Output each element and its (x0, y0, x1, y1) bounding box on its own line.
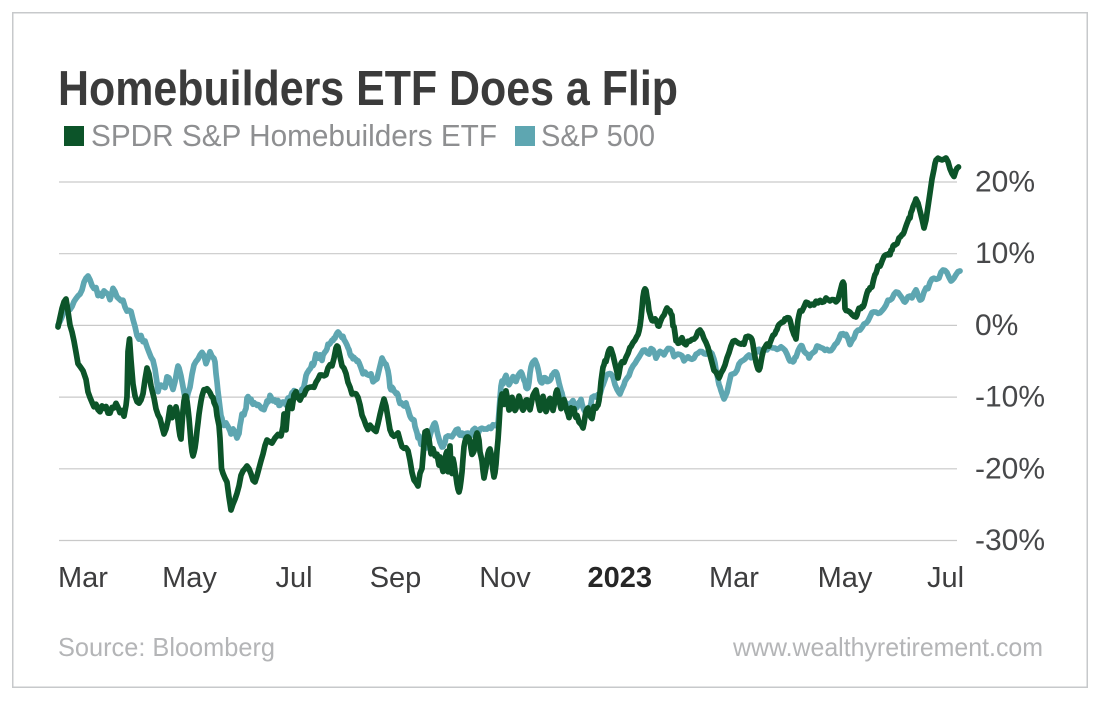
svg-text:2023: 2023 (588, 562, 653, 594)
svg-text:Sep: Sep (370, 562, 422, 594)
svg-text:Mar: Mar (709, 562, 759, 594)
svg-text:-10%: -10% (975, 381, 1045, 414)
svg-text:-30%: -30% (975, 524, 1045, 557)
svg-text:Jul: Jul (927, 562, 964, 594)
svg-text:May: May (818, 562, 873, 594)
svg-text:S&P 500: S&P 500 (541, 118, 655, 153)
svg-text:Jul: Jul (275, 562, 312, 594)
svg-text:Nov: Nov (479, 562, 531, 594)
svg-text:10%: 10% (975, 237, 1035, 270)
svg-text:-20%: -20% (975, 452, 1045, 485)
svg-text:Source: Bloomberg: Source: Bloomberg (58, 632, 275, 662)
svg-text:www.wealthyretirement.com: www.wealthyretirement.com (732, 632, 1043, 662)
svg-text:0%: 0% (975, 309, 1018, 342)
svg-text:SPDR S&P Homebuilders ETF: SPDR S&P Homebuilders ETF (91, 118, 497, 153)
svg-text:May: May (162, 562, 217, 594)
svg-text:Mar: Mar (58, 562, 108, 594)
svg-text:20%: 20% (975, 166, 1035, 199)
svg-text:Homebuilders ETF Does a Flip: Homebuilders ETF Does a Flip (58, 62, 678, 116)
